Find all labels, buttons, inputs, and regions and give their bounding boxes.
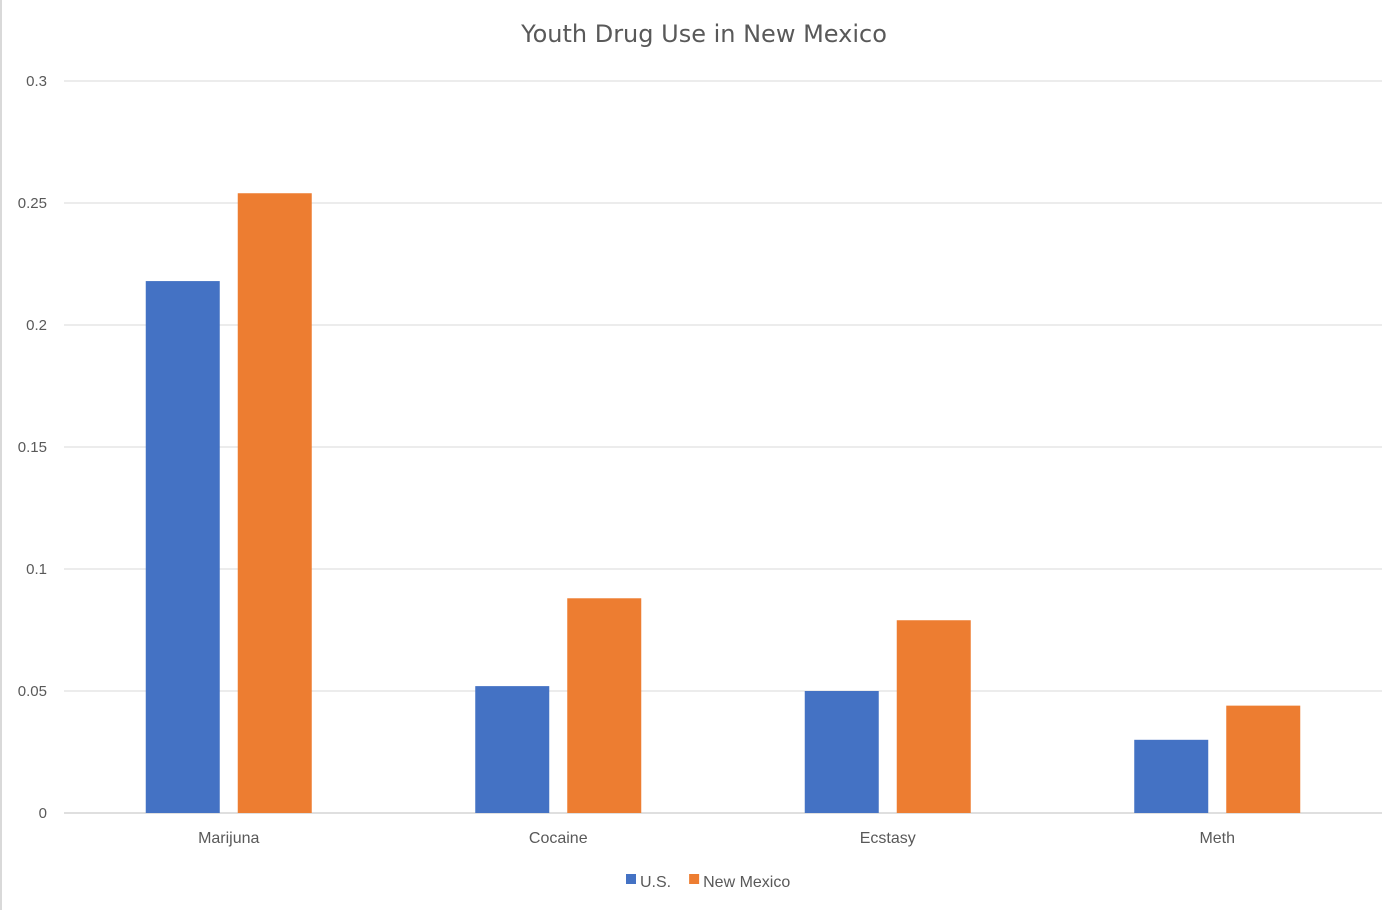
y-tick-label: 0.1 [26,561,47,578]
bar-new-mexico-ecstasy [896,620,971,813]
legend-label: New Mexico [703,874,790,891]
bar-u-s-marijuna [145,281,220,814]
y-tick-label: 0.25 [18,195,47,212]
bar-u-s-cocaine [475,686,550,813]
y-axis-ticks: 0 0.05 0.1 0.15 0.2 0.25 0.3 [18,73,47,822]
y-tick-label: 0.3 [26,73,47,90]
bar-u-s-ecstasy [804,691,879,813]
bar-new-mexico-marijuna [237,193,312,814]
x-category-label: Meth [1199,830,1235,847]
bar-new-mexico-cocaine [567,598,642,813]
chart-title: Youth Drug Use in New Mexico [520,20,887,48]
y-tick-label: 0.05 [18,683,47,700]
legend: U.S. New Mexico [626,874,790,891]
x-category-label: Cocaine [529,830,588,847]
y-tick-label: 0 [39,805,47,822]
legend-label: U.S. [640,874,671,891]
x-axis-categories: Marijuna Cocaine Ecstasy Meth [198,830,1235,847]
y-tick-label: 0.15 [18,439,47,456]
bars [145,193,1301,814]
bar-u-s-meth [1134,739,1209,813]
legend-swatch [689,874,700,884]
y-tick-label: 0.2 [26,317,47,334]
bar-new-mexico-meth [1226,705,1301,813]
x-category-label: Ecstasy [860,830,916,847]
x-category-label: Marijuna [198,830,259,847]
legend-swatch [626,874,636,884]
